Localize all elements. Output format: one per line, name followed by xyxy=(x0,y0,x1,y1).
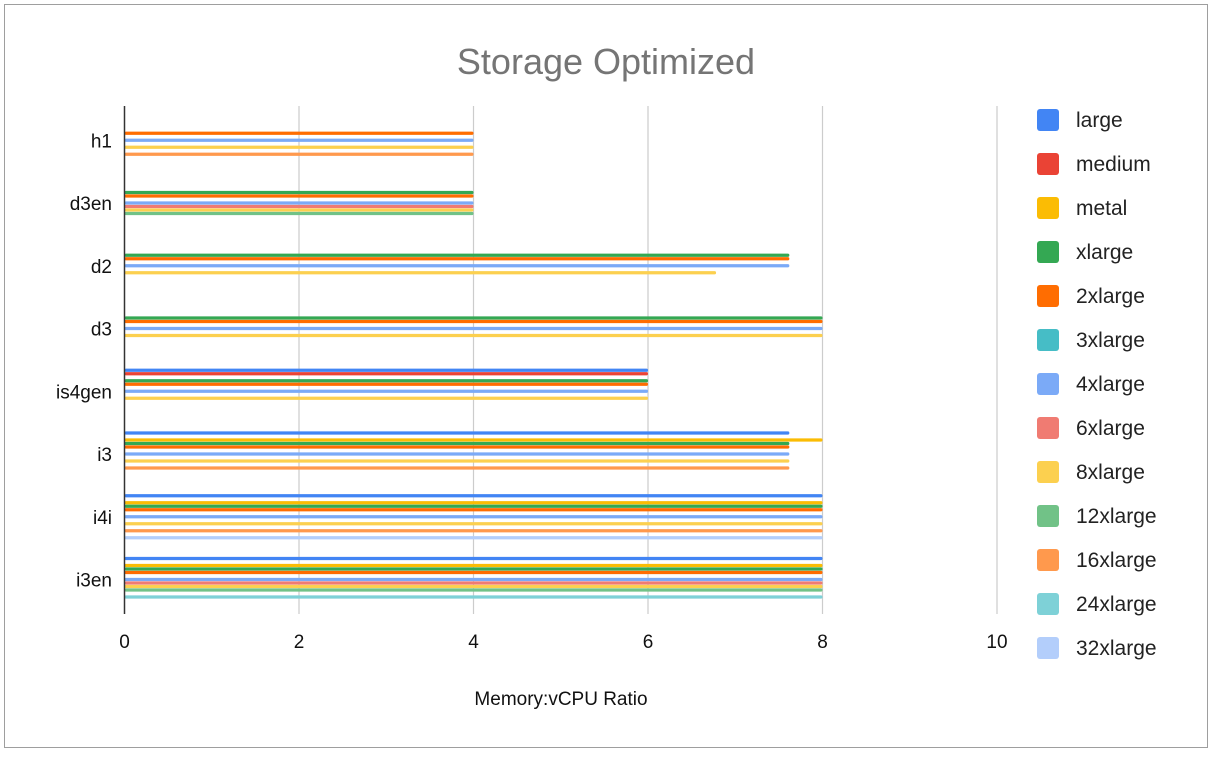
x-axis-title: Memory:vCPU Ratio xyxy=(474,689,647,710)
y-tick-label: i4i xyxy=(93,508,112,529)
bars xyxy=(124,131,823,599)
legend-swatch-4xlarge xyxy=(1037,373,1059,395)
x-tick-label: 6 xyxy=(643,632,654,653)
y-tick-label: d3en xyxy=(70,194,112,215)
bar-i3-16xlarge xyxy=(124,466,790,470)
bar-i4i-xlarge xyxy=(124,504,823,508)
bar-d3en-4xlarge xyxy=(124,201,474,205)
legend-swatch-large xyxy=(1037,109,1059,131)
legend-label-2xlarge: 2xlarge xyxy=(1076,285,1145,308)
bar-i4i-large xyxy=(124,494,823,498)
bar-i3en-24xlarge xyxy=(124,595,823,599)
x-tick-labels: 0 2 4 6 8 10 xyxy=(119,632,1007,653)
y-tick-labels: h1 d3en d2 d3 is4gen i3 i4i i3en xyxy=(56,131,112,591)
bar-d3-2xlarge xyxy=(124,319,823,324)
bar-is4gen-xlarge xyxy=(124,379,648,383)
legend-swatch-xlarge xyxy=(1037,241,1059,263)
legend-swatch-8xlarge xyxy=(1037,461,1059,483)
bar-i3en-4xlarge xyxy=(124,577,823,582)
legend-label-metal: metal xyxy=(1076,197,1127,220)
x-tick-label: 8 xyxy=(817,632,828,653)
bar-i3en-metal xyxy=(124,563,823,568)
bar-i4i-2xlarge xyxy=(124,508,823,512)
legend-swatch-medium xyxy=(1037,153,1059,175)
legend-label-32xlarge: 32xlarge xyxy=(1076,637,1157,660)
bar-i3en-2xlarge xyxy=(124,570,823,575)
bar-i3en-xlarge xyxy=(124,567,823,571)
bar-d3en-2xlarge xyxy=(124,194,474,198)
bar-is4gen-large xyxy=(124,368,648,372)
bar-is4gen-8xlarge xyxy=(124,396,648,400)
bar-d2-2xlarge xyxy=(124,257,790,261)
bar-i3-8xlarge xyxy=(124,459,790,463)
bar-d3-4xlarge xyxy=(124,326,823,331)
legend-label-6xlarge: 6xlarge xyxy=(1076,417,1145,440)
bar-i3en-12xlarge xyxy=(124,588,823,592)
legend-swatch-12xlarge xyxy=(1037,505,1059,527)
bar-i3-xlarge xyxy=(124,441,790,446)
x-tick-label: 4 xyxy=(468,632,479,653)
legend-label-medium: medium xyxy=(1076,153,1151,176)
bar-is4gen-4xlarge xyxy=(124,389,648,393)
bar-is4gen-2xlarge xyxy=(124,382,648,386)
y-tick-label: d3 xyxy=(91,320,112,341)
legend-label-12xlarge: 12xlarge xyxy=(1076,505,1157,528)
x-tick-label: 10 xyxy=(986,632,1007,653)
bar-d3en-12xlarge xyxy=(124,211,474,216)
bar-h1-16xlarge xyxy=(124,152,474,156)
bar-i4i-8xlarge xyxy=(124,522,823,526)
bar-i3-large xyxy=(124,431,790,435)
bar-i3en-large xyxy=(124,556,823,561)
chart-title: Storage Optimized xyxy=(457,41,755,82)
bar-i3-metal xyxy=(124,438,823,442)
x-tick-label: 0 xyxy=(119,632,130,653)
bar-i3en-6xlarge xyxy=(124,581,823,585)
x-tick-label: 2 xyxy=(294,632,305,653)
bar-d3en-xlarge xyxy=(124,190,474,195)
bar-d2-4xlarge xyxy=(124,264,790,268)
legend-label-4xlarge: 4xlarge xyxy=(1076,373,1145,396)
bar-i4i-16xlarge xyxy=(124,529,823,533)
bar-d3en-8xlarge xyxy=(124,208,474,212)
y-tick-label: is4gen xyxy=(56,382,112,403)
legend-swatch-24xlarge xyxy=(1037,593,1059,615)
legend-swatch-3xlarge xyxy=(1037,329,1059,351)
y-tick-label: i3en xyxy=(76,571,112,592)
legend-label-24xlarge: 24xlarge xyxy=(1076,593,1157,616)
legend-label-xlarge: xlarge xyxy=(1076,241,1133,264)
legend-swatch-32xlarge xyxy=(1037,637,1059,659)
legend-swatch-2xlarge xyxy=(1037,285,1059,307)
legend-label-8xlarge: 8xlarge xyxy=(1076,461,1145,484)
bar-i4i-4xlarge xyxy=(124,515,823,519)
bar-d3-8xlarge xyxy=(124,333,823,338)
legend-swatch-metal xyxy=(1037,197,1059,219)
y-tick-label: h1 xyxy=(91,131,112,152)
bar-i3en-8xlarge xyxy=(124,584,823,589)
legend: large medium metal xlarge 2xlarge 3xlarge 4xla… xyxy=(1037,109,1157,660)
legend-label-3xlarge: 3xlarge xyxy=(1076,329,1145,352)
bar-d3-xlarge xyxy=(124,316,823,320)
bar-i3-2xlarge xyxy=(124,445,790,449)
bar-i4i-32xlarge xyxy=(124,536,823,540)
legend-label-large: large xyxy=(1076,109,1123,132)
bar-h1-8xlarge xyxy=(124,145,474,149)
y-tick-label: d2 xyxy=(91,257,112,278)
chart-frame xyxy=(4,4,1208,748)
bar-h1-4xlarge xyxy=(124,138,474,142)
y-tick-label: i3 xyxy=(97,445,112,466)
bar-d2-8xlarge xyxy=(124,271,717,275)
bar-i3-4xlarge xyxy=(124,452,790,456)
bar-h1-2xlarge xyxy=(124,131,474,135)
bar-is4gen-medium xyxy=(124,372,648,376)
legend-swatch-6xlarge xyxy=(1037,417,1059,439)
bar-i4i-metal xyxy=(124,501,823,505)
bar-d2-xlarge xyxy=(124,253,790,257)
legend-label-16xlarge: 16xlarge xyxy=(1076,549,1157,572)
bar-d3en-6xlarge xyxy=(124,204,474,209)
legend-swatch-16xlarge xyxy=(1037,549,1059,571)
